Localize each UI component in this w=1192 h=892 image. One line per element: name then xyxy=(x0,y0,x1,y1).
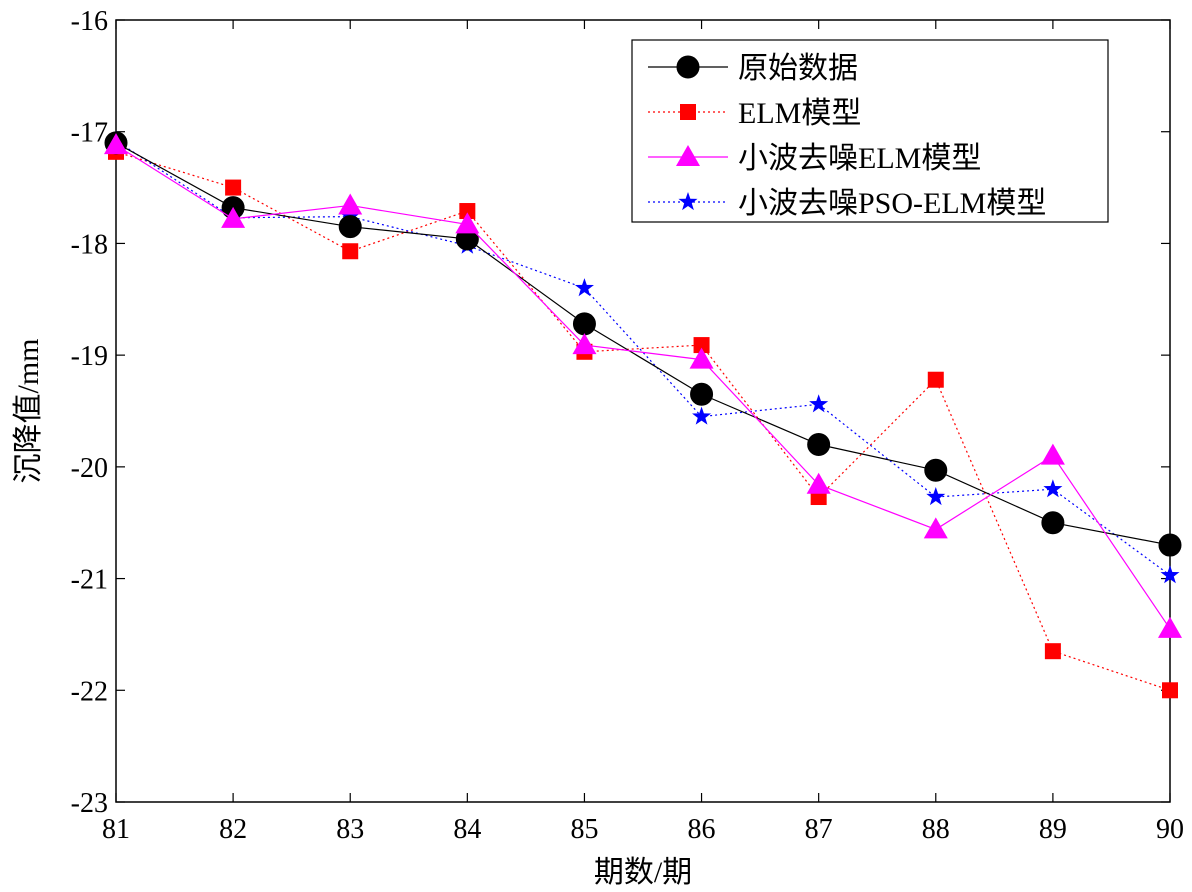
legend-label: 小波去噪PSO-ELM模型 xyxy=(738,187,1046,220)
data-point xyxy=(1041,511,1065,535)
legend-marker xyxy=(676,55,700,79)
series-layer xyxy=(104,130,1182,699)
data-point xyxy=(927,371,944,388)
data-point xyxy=(1158,533,1182,557)
data-point xyxy=(1162,682,1178,699)
series-3 xyxy=(104,133,1182,638)
legend-label: 小波去噪ELM模型 xyxy=(738,142,981,175)
data-point xyxy=(225,179,242,196)
legend-item: 原始数据 xyxy=(648,52,858,85)
data-point xyxy=(574,278,594,297)
data-point xyxy=(809,394,829,413)
data-point xyxy=(807,433,831,457)
series-line xyxy=(115,144,1171,630)
data-point xyxy=(572,333,597,355)
data-point xyxy=(221,206,246,228)
x-axis-label: 期数/期 xyxy=(594,856,692,889)
data-point xyxy=(926,487,946,506)
series-2 xyxy=(108,143,1178,699)
x-tick-label: 90 xyxy=(1156,814,1184,845)
data-point xyxy=(1044,643,1061,660)
data-point xyxy=(342,243,359,260)
y-tick-label: -17 xyxy=(71,118,108,149)
data-point xyxy=(1043,479,1063,498)
y-tick-label: -19 xyxy=(71,341,108,372)
x-tick-label: 88 xyxy=(922,814,950,845)
x-tick-label: 86 xyxy=(688,814,716,845)
y-tick-label: -21 xyxy=(71,565,108,596)
axis-ticks: 81 82 83 84 85 86 87 88 89 90 -16 -17 -18 -19 -20 -21 -2… xyxy=(71,6,1184,845)
data-point xyxy=(806,472,831,494)
data-point xyxy=(923,517,948,539)
legend-marker xyxy=(680,104,696,120)
x-tick-label: 84 xyxy=(453,814,481,845)
y-tick-label: -18 xyxy=(71,229,108,260)
series-line xyxy=(115,151,1171,691)
legend-label: ELM模型 xyxy=(738,97,861,130)
y-tick-label: -16 xyxy=(71,6,108,37)
legend-label: 原始数据 xyxy=(738,52,858,85)
data-point xyxy=(690,382,714,406)
series-1 xyxy=(104,131,1182,557)
y-axis-label: 沉降值/mm xyxy=(12,338,45,483)
data-point xyxy=(572,312,596,336)
data-point xyxy=(1160,565,1180,584)
data-point xyxy=(924,458,948,482)
data-point xyxy=(338,193,363,215)
data-point xyxy=(459,203,476,220)
data-point xyxy=(689,347,714,369)
y-tick-label: -22 xyxy=(71,676,108,707)
legend-item: 小波去噪ELM模型 xyxy=(648,142,981,175)
legend-item: ELM模型 xyxy=(648,97,861,130)
y-tick-label: -20 xyxy=(71,453,108,484)
data-point xyxy=(455,212,480,234)
x-tick-label: 87 xyxy=(805,814,833,845)
x-tick-label: 85 xyxy=(570,814,598,845)
x-tick-label: 82 xyxy=(219,814,247,845)
y-tick-label: -23 xyxy=(71,788,108,819)
data-point xyxy=(338,215,362,239)
plot-frame xyxy=(115,19,1171,803)
x-tick-label: 81 xyxy=(102,814,130,845)
data-point xyxy=(104,133,128,155)
legend-marker xyxy=(676,145,700,166)
x-tick-label: 89 xyxy=(1039,814,1067,845)
x-tick-label: 83 xyxy=(336,814,364,845)
data-point xyxy=(1158,616,1182,638)
data-point xyxy=(693,337,710,354)
data-point xyxy=(692,406,712,425)
legend-item: 小波去噪PSO-ELM模型 xyxy=(648,187,1046,220)
series-line xyxy=(115,142,1171,546)
legend-box xyxy=(631,39,1109,223)
data-point xyxy=(1040,443,1065,465)
legend-marker xyxy=(678,192,698,211)
